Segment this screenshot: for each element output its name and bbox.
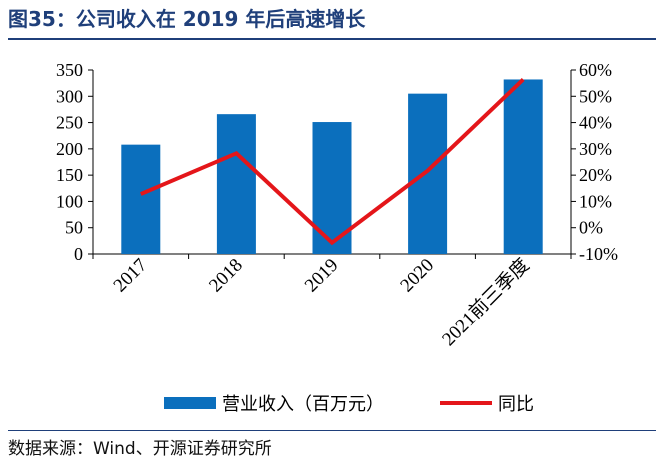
axes-layer: 0 50 100 150 200 250 300 350 -10% 0% 10% 20% 30% 40% 5… bbox=[56, 60, 618, 264]
source-note: 数据来源：Wind、开源证券研究所 bbox=[8, 439, 272, 459]
line-layer bbox=[140, 78, 525, 246]
legend-swatch-revenue bbox=[164, 397, 216, 409]
bar-revenue-2017 bbox=[121, 144, 161, 254]
y-right-tick-label: 40% bbox=[579, 113, 612, 133]
x-tick-label: 2020 bbox=[396, 255, 438, 297]
y-right-tick-label: 20% bbox=[579, 165, 612, 185]
y-left-tick-label: 150 bbox=[56, 165, 83, 185]
bar-revenue-2021前三季度 bbox=[503, 79, 543, 254]
revenue-growth-chart: 0 50 100 150 200 250 300 350 -10% 0% 10% 20% 30% 40% 5… bbox=[56, 60, 618, 415]
y-left-tick-label: 300 bbox=[56, 86, 83, 106]
legend-label-yoy: 同比 bbox=[498, 394, 534, 415]
y-left-tick-label: 200 bbox=[56, 139, 83, 159]
y-right-tick-label: 30% bbox=[579, 139, 612, 159]
bar-revenue-2018 bbox=[216, 114, 256, 254]
y-right-tick-label: 50% bbox=[579, 86, 612, 106]
x-tick-label: 2018 bbox=[205, 255, 247, 297]
y-right-tick-label: -10% bbox=[579, 244, 618, 264]
x-tick-labels: 2017 2018 2019 2020 2021前三季度 bbox=[110, 254, 534, 350]
x-tick-label: 2021前三季度 bbox=[438, 254, 534, 350]
figure-title: 图35：公司收入在 2019 年后高速增长 bbox=[8, 7, 366, 31]
y-left-tick-label: 50 bbox=[65, 218, 83, 238]
y-left-tick-label: 250 bbox=[56, 113, 83, 133]
y-left-tick-label: 350 bbox=[56, 60, 83, 80]
legend-label-revenue: 营业收入（百万元） bbox=[222, 394, 384, 415]
x-tick-label: 2019 bbox=[301, 255, 343, 297]
y-right-tick-label: 0% bbox=[579, 218, 603, 238]
source-divider bbox=[8, 430, 656, 431]
y-left-tick-label: 0 bbox=[74, 244, 83, 264]
legend: 营业收入（百万元） 同比 bbox=[164, 394, 534, 415]
x-tick-label: 2017 bbox=[110, 255, 152, 297]
bar-revenue-2020 bbox=[408, 93, 448, 255]
title-divider bbox=[8, 38, 656, 40]
y-right-tick-label: 60% bbox=[579, 60, 612, 80]
y-left-tick-label: 100 bbox=[56, 191, 83, 211]
bars-layer bbox=[121, 79, 543, 255]
y-right-tick-label: 10% bbox=[579, 191, 612, 211]
